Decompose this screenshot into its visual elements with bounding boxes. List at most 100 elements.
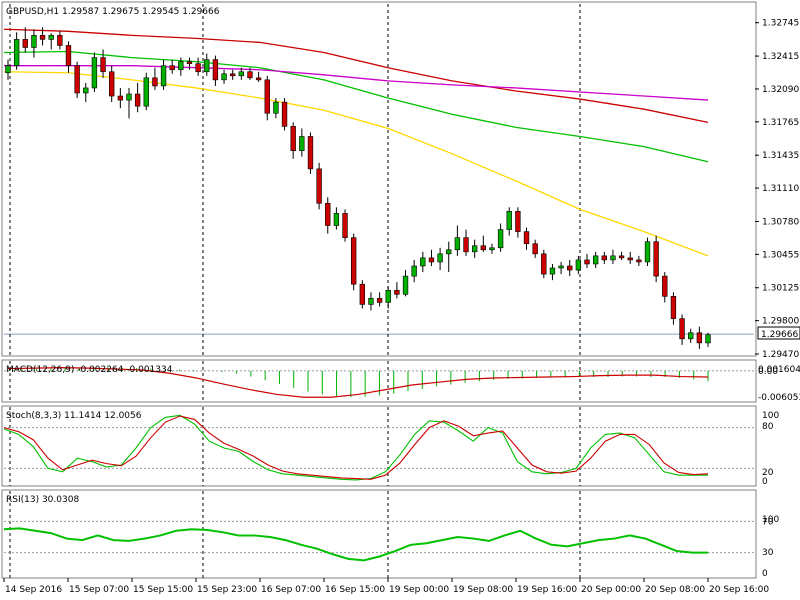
price-tick-label: 1.30125 <box>762 284 799 294</box>
bullish-candle <box>126 93 132 101</box>
bullish-candle <box>5 65 11 74</box>
bullish-candle <box>333 213 340 226</box>
price-chart-title: GBPUSD,H1 1.29587 1.29675 1.29545 1.2966… <box>6 7 220 17</box>
bearish-candle <box>152 77 158 87</box>
rsi-title: RSI(13) 30.0308 <box>6 495 79 505</box>
price-tick-label: 1.29470 <box>762 350 799 360</box>
price-panel-frame <box>1 1 757 357</box>
bearish-candle <box>670 296 677 319</box>
stoch-panel-frame <box>1 405 757 487</box>
bullish-candle <box>221 73 227 81</box>
bullish-candle <box>385 289 391 303</box>
moving-average-line <box>4 65 709 101</box>
bearish-candle <box>679 318 685 340</box>
price-tick-label: 1.30455 <box>762 250 799 260</box>
bearish-candle <box>653 241 659 277</box>
bullish-candle <box>13 39 20 66</box>
x-tick-label: 16 Sep 07:00 <box>261 585 321 595</box>
bearish-candle <box>230 73 236 77</box>
stoch-line <box>3 414 708 481</box>
bearish-candle <box>696 332 703 344</box>
bullish-candle <box>454 237 461 251</box>
bearish-candle <box>662 275 668 297</box>
bearish-candle <box>100 57 106 73</box>
price-tick-label: 1.31435 <box>762 151 799 161</box>
price-tick-label: 1.30780 <box>762 217 799 227</box>
bullish-candle <box>446 249 452 255</box>
bearish-candle <box>428 257 435 263</box>
bullish-candle <box>204 59 210 73</box>
bearish-candle <box>255 77 262 81</box>
rsi-line <box>3 527 708 562</box>
macd-tick-top: 0.001604 <box>758 365 800 375</box>
moving-average-line <box>3 71 709 257</box>
bearish-candle <box>359 283 365 305</box>
bearish-candle <box>636 259 642 263</box>
rsi-tick-100: 100 <box>762 515 779 525</box>
price-tick-label: 1.32090 <box>762 85 799 95</box>
price-tick-label: 1.32415 <box>762 52 799 62</box>
stoch-line <box>3 415 709 480</box>
bullish-candle <box>299 136 305 151</box>
bearish-candle <box>463 237 469 253</box>
bullish-candle <box>273 101 279 114</box>
bearish-candle <box>65 45 72 66</box>
bearish-candle <box>523 231 530 245</box>
price-tick-label: 1.29800 <box>762 317 799 327</box>
rsi-tick-0: 0 <box>762 569 768 579</box>
stoch-tick-80: 80 <box>762 422 774 432</box>
x-tick-label: 19 Sep 00:00 <box>389 585 449 595</box>
x-tick-label: 20 Sep 16:00 <box>709 585 769 595</box>
bullish-candle <box>402 275 409 295</box>
bearish-candle <box>627 257 633 261</box>
bullish-candle <box>178 61 184 71</box>
bearish-candle <box>394 289 400 295</box>
bearish-candle <box>117 95 124 101</box>
bearish-candle <box>169 65 175 71</box>
bearish-candle <box>618 255 625 259</box>
stoch-tick-0: 0 <box>762 477 768 487</box>
bearish-candle <box>212 59 219 81</box>
bearish-candle <box>195 63 201 73</box>
bullish-candle <box>489 247 495 251</box>
x-tick-label: 20 Sep 00:00 <box>581 585 641 595</box>
bullish-candle <box>688 332 694 340</box>
x-tick-label: 15 Sep 07:00 <box>69 585 129 595</box>
bullish-candle <box>238 71 245 77</box>
stoch-title: Stoch(8,3,3) 11.1414 12.0056 <box>6 411 142 421</box>
bearish-candle <box>247 71 253 79</box>
rsi-tick-70: 70 <box>762 517 774 527</box>
macd-panel-frame <box>1 359 757 403</box>
x-tick-label: 19 Sep 08:00 <box>453 585 513 595</box>
price-tick-label: 1.31110 <box>762 184 799 194</box>
x-tick-label: 14 Sep 2016 <box>5 585 62 595</box>
macd-title: MACD(12,26,9) -0.002264 -0.001334 <box>6 365 173 375</box>
x-tick-label: 20 Sep 08:00 <box>645 585 705 595</box>
bullish-candle <box>368 298 374 305</box>
bullish-candle <box>497 229 504 249</box>
bearish-candle <box>532 243 538 255</box>
x-tick-label: 15 Sep 23:00 <box>197 585 257 595</box>
macd-signal-line <box>7 367 709 398</box>
bearish-candle <box>290 126 296 151</box>
bearish-candle <box>307 136 314 170</box>
bullish-candle <box>83 87 89 94</box>
x-tick-label: 16 Sep 15:00 <box>325 585 385 595</box>
bearish-candle <box>567 265 573 271</box>
rsi-panel-frame <box>1 489 757 579</box>
bullish-candle <box>471 245 478 253</box>
bearish-candle <box>74 65 80 94</box>
bullish-candle <box>610 255 616 261</box>
bearish-candle <box>515 211 521 232</box>
macd-tick-zero: 0.00 <box>758 367 778 377</box>
macd-tick-bottom: -0.006053 <box>758 393 800 403</box>
bullish-candle <box>160 65 167 87</box>
moving-average-line <box>3 50 709 163</box>
bullish-candle <box>644 241 651 263</box>
bearish-candle <box>22 39 28 48</box>
bearish-candle <box>109 71 115 97</box>
bearish-candle <box>541 253 547 275</box>
bullish-candle <box>705 334 711 344</box>
